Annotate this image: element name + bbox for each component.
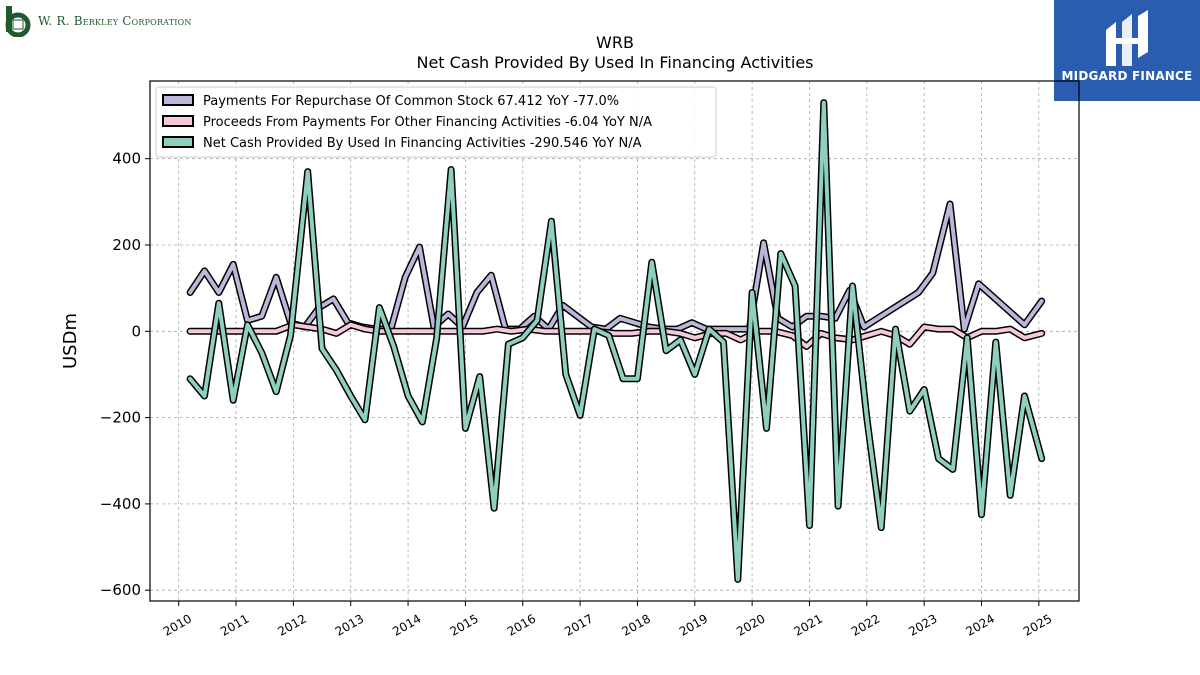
legend-swatch-1 <box>162 94 194 106</box>
x-tick-label: 2023 <box>906 611 939 638</box>
y-tick-label: −600 <box>100 581 141 599</box>
x-tick-label: 2017 <box>562 611 595 638</box>
chart-subtitle: Net Cash Provided By Used In Financing A… <box>416 53 813 72</box>
y-tick-label: −200 <box>100 409 141 427</box>
brand-name: MIDGARD FINANCE <box>1061 69 1193 83</box>
company-name: W. R. Berkley Corporation <box>38 14 192 28</box>
legend: Payments For Repurchase Of Common Stock … <box>155 86 717 158</box>
y-axis: −600 −400 −200 0 200 400 <box>100 150 150 599</box>
y-tick-label: −400 <box>100 495 141 513</box>
y-axis-label: USDm <box>60 313 81 369</box>
berkley-logo-icon <box>5 6 31 37</box>
x-tick-label: 2025 <box>1021 611 1054 638</box>
x-tick-label: 2014 <box>390 611 423 638</box>
brand-badge: MIDGARD FINANCE <box>1054 0 1200 101</box>
legend-swatch-3 <box>162 136 194 148</box>
chart-title: WRB <box>596 33 634 52</box>
legend-swatch-2 <box>162 115 194 127</box>
y-tick-label: 200 <box>112 236 141 254</box>
plot-frame <box>149 80 1080 602</box>
x-tick-label: 2018 <box>619 611 652 638</box>
y-tick-label: 400 <box>112 150 141 168</box>
x-tick-label: 2016 <box>505 611 538 638</box>
series-line-2 <box>188 322 1044 349</box>
legend-label-2: Proceeds From Payments For Other Financi… <box>203 115 652 130</box>
x-tick-label: 2012 <box>275 611 308 638</box>
y-tick-label: 0 <box>131 322 141 340</box>
x-tick-label: 2020 <box>734 611 767 638</box>
x-axis: 2010 2011 2012 2013 2014 2015 2016 2017 2018 2019… <box>161 601 1054 639</box>
legend-box <box>155 86 717 158</box>
x-tick-label: 2021 <box>792 611 825 638</box>
series-line-3 <box>188 100 1044 582</box>
legend-label-3: Net Cash Provided By Used In Financing A… <box>203 136 642 151</box>
company-logo: W. R. Berkley Corporation <box>4 4 192 38</box>
legend-label-1: Payments For Repurchase Of Common Stock … <box>203 94 619 109</box>
x-tick-label: 2019 <box>677 611 710 638</box>
x-tick-label: 2013 <box>333 611 366 638</box>
series-layer <box>186 99 1046 583</box>
midgard-logo-icon <box>1106 10 1148 66</box>
x-tick-label: 2010 <box>161 611 194 638</box>
x-tick-label: 2011 <box>218 611 251 638</box>
x-tick-label: 2015 <box>447 611 480 638</box>
x-tick-label: 2024 <box>964 611 997 638</box>
x-tick-label: 2022 <box>849 611 882 638</box>
